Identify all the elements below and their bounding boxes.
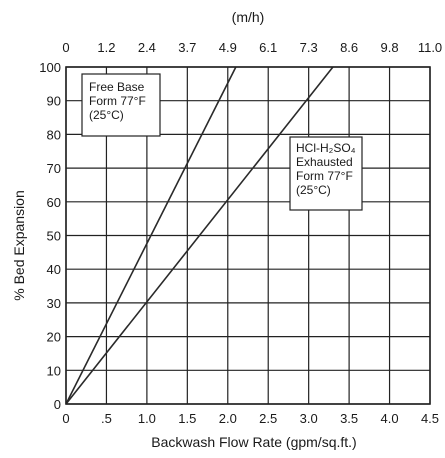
annotation-text: HCl-H₂SO₄ xyxy=(296,141,356,155)
top-axis-title: (m/h) xyxy=(232,9,265,25)
x-tick-labels: 0 .5 1.0 1.5 2.0 2.5 3.0 3.5 4.0 4.5 xyxy=(62,411,439,426)
x-tick-label: .5 xyxy=(101,411,112,426)
x-tick-label: 2.0 xyxy=(219,411,237,426)
x-tick-label: 3.5 xyxy=(340,411,358,426)
annotation-box xyxy=(289,136,363,211)
y-tick-label: 60 xyxy=(47,195,61,210)
x-tick-label: 1.5 xyxy=(178,411,196,426)
series-line xyxy=(65,66,237,405)
annotation-text: (25°C) xyxy=(89,108,124,122)
top-x-tick-label: 11.0 xyxy=(418,40,442,55)
top-x-tick-label: 4.9 xyxy=(219,40,237,55)
x-tick-label: 4.0 xyxy=(381,411,399,426)
x-tick-label: 0 xyxy=(62,411,69,426)
top-x-tick-label: 9.8 xyxy=(381,40,399,55)
x-tick-label: 2.5 xyxy=(259,411,277,426)
plot-frame xyxy=(65,66,431,405)
annotation-text: Free Base xyxy=(89,80,145,94)
top-x-tick-label: 0 xyxy=(62,40,69,55)
y-tick-label: 80 xyxy=(47,127,61,142)
y-tick-label: 90 xyxy=(47,94,61,109)
y-tick-label: 40 xyxy=(47,262,61,277)
x-tick-label: 1.0 xyxy=(138,411,156,426)
x-tick-label: 4.5 xyxy=(421,411,439,426)
y-tick-label: 30 xyxy=(47,296,61,311)
y-tick-label: 70 xyxy=(47,161,61,176)
x-axis-title: Backwash Flow Rate (gpm/sq.ft.) xyxy=(151,434,356,450)
y-tick-label: 0 xyxy=(54,397,61,412)
annotation-text: Form 77°F xyxy=(296,169,353,183)
top-x-tick-labels: 0 1.2 2.4 3.7 4.9 6.1 7.3 8.6 9.8 11.0 xyxy=(62,40,442,55)
annotation-box xyxy=(81,73,161,137)
y-tick-label: 50 xyxy=(47,229,61,244)
top-x-tick-label: 8.6 xyxy=(340,40,358,55)
top-x-tick-label: 6.1 xyxy=(259,40,277,55)
annotation-text: Exhausted xyxy=(296,155,353,169)
top-x-tick-label: 1.2 xyxy=(97,40,115,55)
y-tick-label: 20 xyxy=(47,330,61,345)
series-line xyxy=(65,66,334,405)
top-x-tick-label: 7.3 xyxy=(300,40,318,55)
x-tick-label: 3.0 xyxy=(300,411,318,426)
top-x-tick-label: 3.7 xyxy=(178,40,196,55)
y-tick-labels: 0 10 20 30 40 50 60 70 80 90 100 xyxy=(39,60,61,412)
annotation-text: (25°C) xyxy=(296,183,331,197)
annotation-text: Form 77°F xyxy=(89,94,146,108)
y-axis-title: % Bed Expansion xyxy=(11,190,27,301)
y-tick-label: 100 xyxy=(39,60,61,75)
top-x-tick-label: 2.4 xyxy=(138,40,156,55)
series-group xyxy=(65,66,334,405)
y-tick-label: 10 xyxy=(47,363,61,378)
